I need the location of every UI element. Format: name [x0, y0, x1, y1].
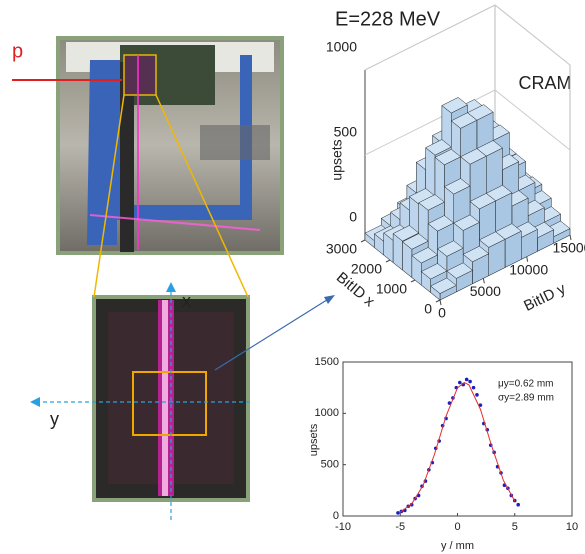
annotation: μy=0.62 mm	[498, 379, 554, 390]
y-axis-label: BitID y	[521, 280, 569, 315]
annotation: CRAM	[519, 73, 572, 93]
z-tick-label: 0	[349, 209, 357, 225]
beam-label: p	[12, 40, 23, 62]
z-tick-label: 1000	[326, 39, 357, 55]
x-tick-label: 1000	[376, 281, 407, 297]
y-tick-label: 1500	[315, 356, 339, 368]
y-tick-label: 500	[321, 459, 339, 471]
x-tick-label: -10	[335, 521, 351, 533]
z-tick-label: 500	[334, 124, 358, 140]
x-tick	[361, 240, 365, 242]
y-tick-label: 5000	[470, 283, 501, 299]
y-tick-label: 0	[438, 305, 446, 321]
chart-title: E=228 MeV	[335, 8, 441, 30]
x-tick-label: 2000	[351, 261, 382, 277]
y-tick-label: 10000	[509, 261, 548, 277]
data-point	[458, 381, 462, 385]
y-direction-label: y	[50, 409, 59, 429]
x-tick-label: -5	[395, 521, 405, 533]
x-direction-label: x	[182, 291, 191, 311]
x-tick	[411, 280, 415, 282]
data-point	[516, 503, 520, 507]
x-tick-label: 0	[454, 521, 460, 533]
x-tick-label: 0	[424, 301, 432, 317]
x-tick	[386, 260, 390, 262]
x-tick-label: 10	[566, 521, 578, 533]
data-point	[465, 378, 469, 382]
x-tick-label: 5	[512, 521, 518, 533]
x-axis-label: y / mm	[441, 540, 474, 552]
x-tick-label: 3000	[326, 241, 357, 257]
figure: p x y E=228 MeVCRAM050010000100020003000…	[0, 0, 585, 554]
data-point	[468, 380, 472, 384]
y-axis-label: upsets	[308, 423, 320, 456]
x-tick	[436, 300, 440, 302]
y-tick-label: 15000	[553, 240, 585, 256]
z-axis-label: upsets	[329, 139, 345, 180]
data-point	[472, 386, 476, 390]
y-tick-label: 1000	[315, 407, 339, 419]
data-point	[475, 393, 479, 397]
data-point	[396, 511, 400, 515]
setup-photo	[58, 38, 282, 253]
y-tick-label: 0	[333, 510, 339, 522]
annotation: σy=2.89 mm	[498, 393, 554, 404]
